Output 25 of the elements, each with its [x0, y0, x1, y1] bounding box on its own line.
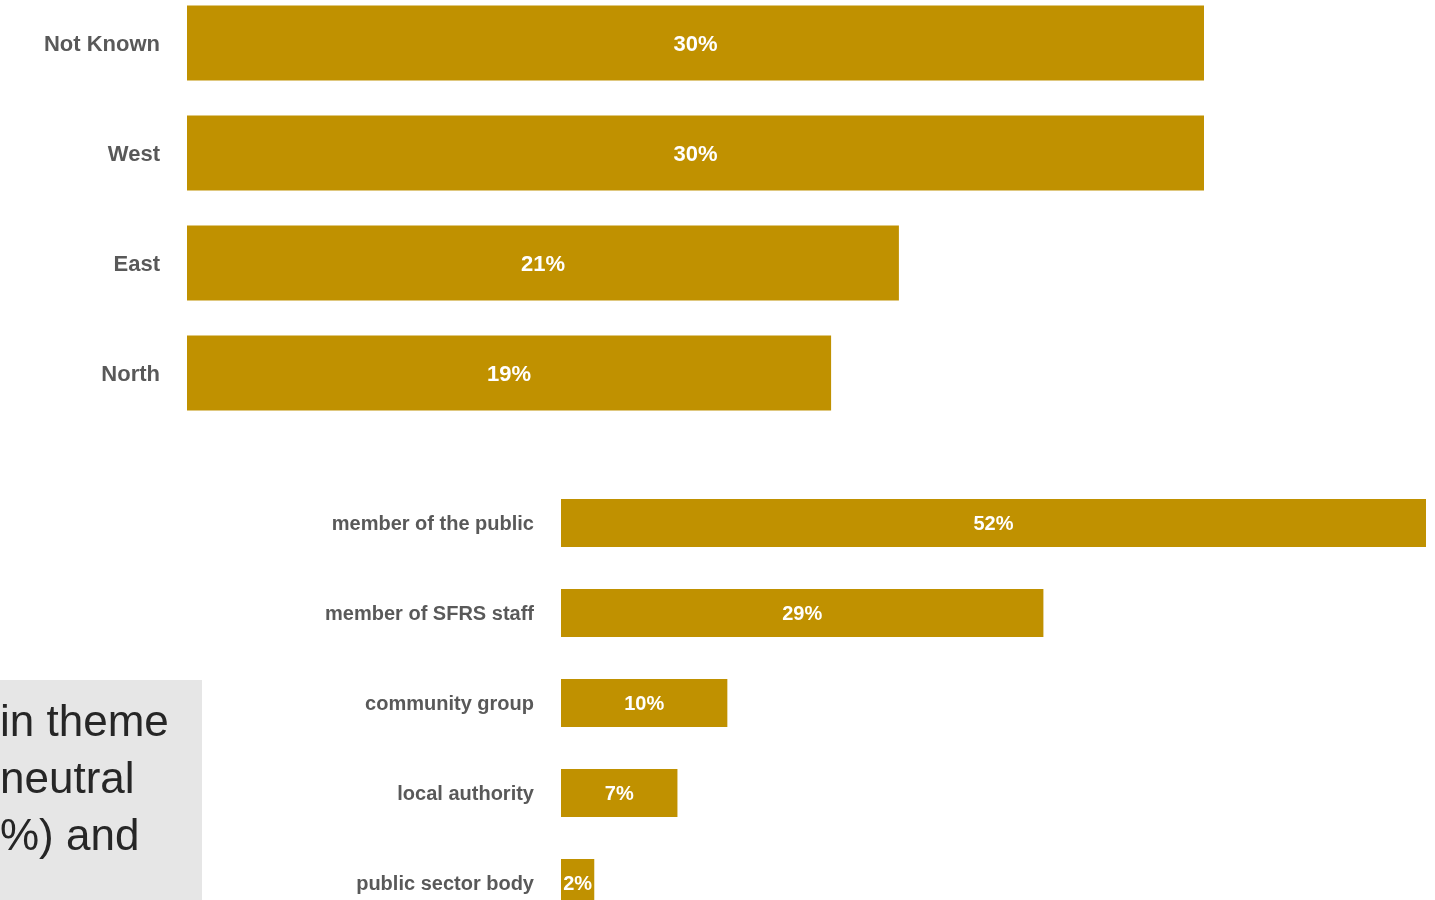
- y-tick-label: West: [107, 140, 161, 166]
- text: neutral: [0, 752, 136, 804]
- bar: [561, 499, 1426, 547]
- data-label: 29%: [782, 602, 823, 624]
- y-tick-label: community group: [365, 692, 534, 714]
- y-tick-label: local authority: [397, 782, 535, 804]
- data-label: 30%: [673, 140, 718, 166]
- y-tick-label: member of the public: [331, 512, 534, 534]
- data-label: 52%: [973, 512, 1014, 534]
- y-tick-label: public sector body: [356, 872, 535, 894]
- text: %) and: [0, 809, 141, 861]
- data-label: 21%: [520, 250, 565, 276]
- y-tick-label: East: [113, 250, 161, 276]
- data-label: 7%: [604, 782, 634, 804]
- y-tick-label: Not Known: [43, 30, 160, 56]
- data-label: 30%: [673, 30, 718, 56]
- text: in theme: [0, 695, 170, 747]
- bar: [561, 589, 1044, 637]
- data-label: 2%: [563, 872, 593, 894]
- data-label: 19%: [487, 360, 532, 386]
- bar: [561, 679, 728, 727]
- y-tick-label: North: [101, 360, 160, 386]
- bar: [561, 769, 678, 817]
- data-label: 10%: [624, 692, 665, 714]
- y-tick-label: member of SFRS staff: [325, 602, 535, 624]
